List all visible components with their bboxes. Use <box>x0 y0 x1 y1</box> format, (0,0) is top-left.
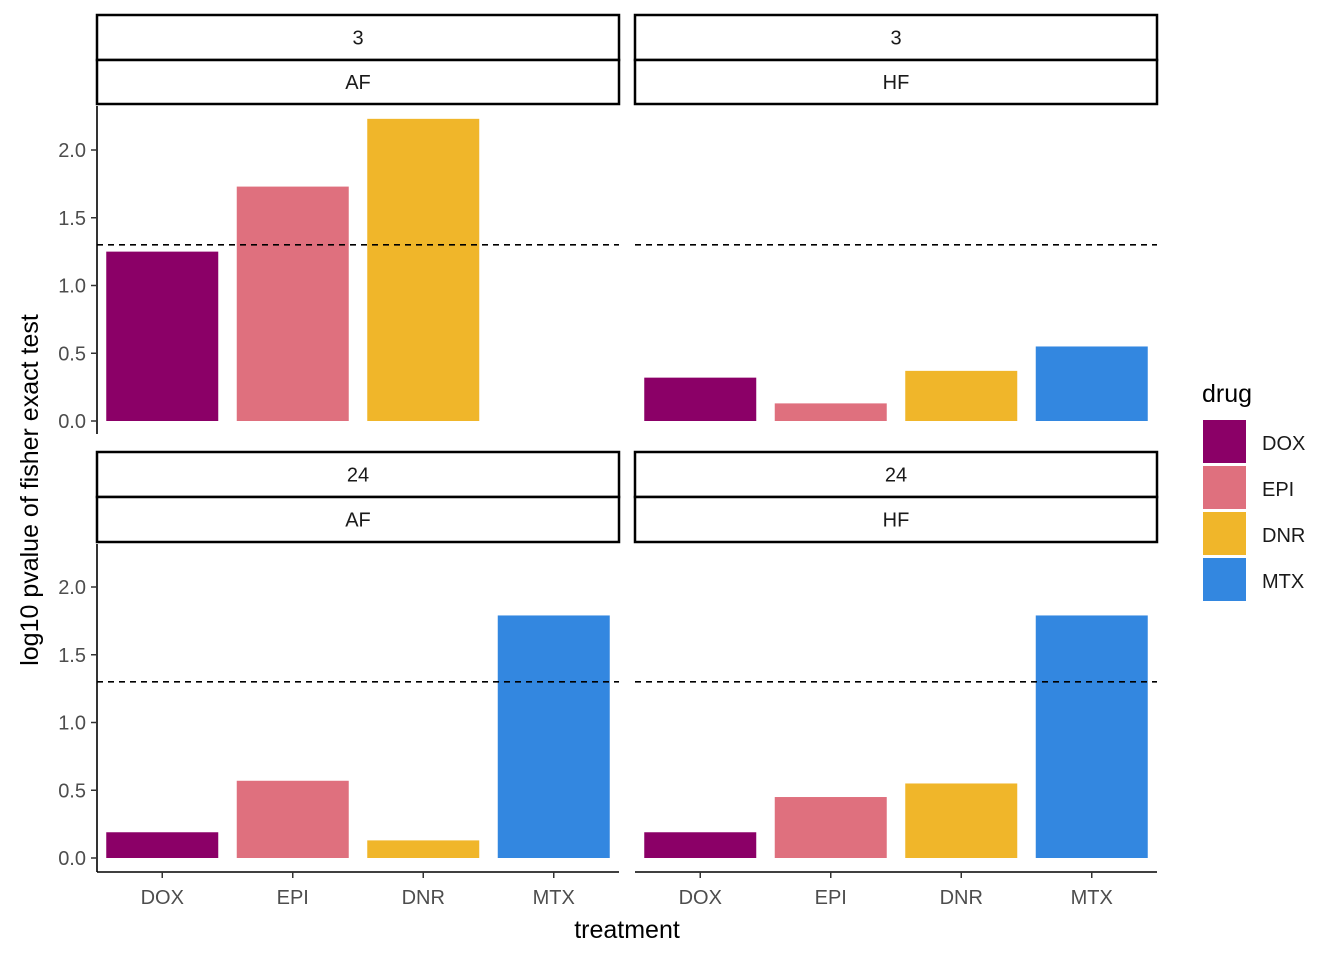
panels-layer: 3 AF 3 HF 24 AF 24 HF <box>95 13 1159 858</box>
legend-key <box>1203 558 1246 601</box>
y-tick-label: 0.5 <box>58 343 86 365</box>
legend-label: DNR <box>1262 525 1305 547</box>
x-tick-label: DNR <box>940 887 983 909</box>
panel-3-hf: 3 HF <box>633 13 1159 421</box>
y-axis-title: log10 pvalue of fisher exact test <box>16 314 44 666</box>
panel-3-af: 3 AF <box>95 13 621 422</box>
panel-24-hf: 24 HF <box>633 450 1159 858</box>
strip-time <box>95 450 621 499</box>
y-tick-label: 1.5 <box>58 645 86 667</box>
bar-dnr <box>367 840 480 858</box>
legend-item-dox: DOX <box>1203 420 1305 463</box>
strip-time <box>633 13 1159 62</box>
y-tick-label: 1.0 <box>58 713 86 735</box>
bar-mtx <box>497 615 610 858</box>
strip-time-label: 24 <box>347 465 369 487</box>
x-tick-label: MTX <box>533 887 575 909</box>
y-tick-label: 2.0 <box>58 140 86 162</box>
legend-item-dnr: DNR <box>1203 512 1305 555</box>
y-tick-label: 1.5 <box>58 208 86 230</box>
bar-dox <box>644 377 757 421</box>
strip-time-label: 3 <box>890 28 901 50</box>
legend-label: EPI <box>1262 479 1294 501</box>
strip-group-label: HF <box>883 72 910 94</box>
y-tick-label: 0.5 <box>58 780 86 802</box>
strip-group <box>633 58 1159 106</box>
strip-group-label: AF <box>345 510 371 532</box>
strip-group <box>633 495 1159 544</box>
strip-time-label: 3 <box>352 28 363 50</box>
x-tick-label: DNR <box>402 887 445 909</box>
legend-item-mtx: MTX <box>1203 558 1304 601</box>
legend-key <box>1203 466 1246 509</box>
bar-epi <box>236 186 349 421</box>
strip-group <box>95 495 621 544</box>
bar-mtx <box>1035 615 1148 858</box>
y-tick-label: 0.0 <box>58 848 86 870</box>
bar-dnr <box>905 370 1018 421</box>
y-tick-label: 0.0 <box>58 411 86 433</box>
strip-time-label: 24 <box>885 465 907 487</box>
x-tick-label: DOX <box>141 887 184 909</box>
legend-key <box>1203 512 1246 555</box>
bar-dnr <box>905 783 1018 858</box>
x-axis-title: treatment <box>574 916 680 944</box>
bar-epi <box>774 797 887 858</box>
legend-title: drug <box>1202 380 1252 408</box>
legend: drug DOX EPI DNR MTX <box>1202 380 1305 601</box>
bar-epi <box>774 403 887 421</box>
bar-dox <box>644 832 757 858</box>
bar-mtx <box>1035 346 1148 421</box>
x-tick-label: MTX <box>1071 887 1113 909</box>
strip-time <box>633 450 1159 499</box>
strip-group <box>95 58 621 106</box>
x-tick-label: DOX <box>679 887 722 909</box>
x-tick-label: EPI <box>277 887 309 909</box>
bar-epi <box>236 780 349 858</box>
y-tick-label: 2.0 <box>58 577 86 599</box>
strip-group-label: HF <box>883 510 910 532</box>
bar-dox <box>106 832 219 858</box>
strip-group-label: AF <box>345 72 371 94</box>
bar-dox <box>106 251 219 421</box>
strip-time <box>95 13 621 62</box>
panel-24-af: 24 AF <box>95 450 621 858</box>
x-tick-label: EPI <box>815 887 847 909</box>
bar-dnr <box>367 118 480 422</box>
legend-label: DOX <box>1262 433 1305 455</box>
legend-key <box>1203 420 1246 463</box>
legend-item-epi: EPI <box>1203 466 1294 509</box>
y-tick-label: 1.0 <box>58 276 86 298</box>
axes-layer: 0.0 0.5 1.0 1.5 2.0 0.0 0.5 1.0 1.5 2.0 DOX EPI DNR M… <box>58 106 1157 909</box>
legend-label: MTX <box>1262 571 1304 593</box>
